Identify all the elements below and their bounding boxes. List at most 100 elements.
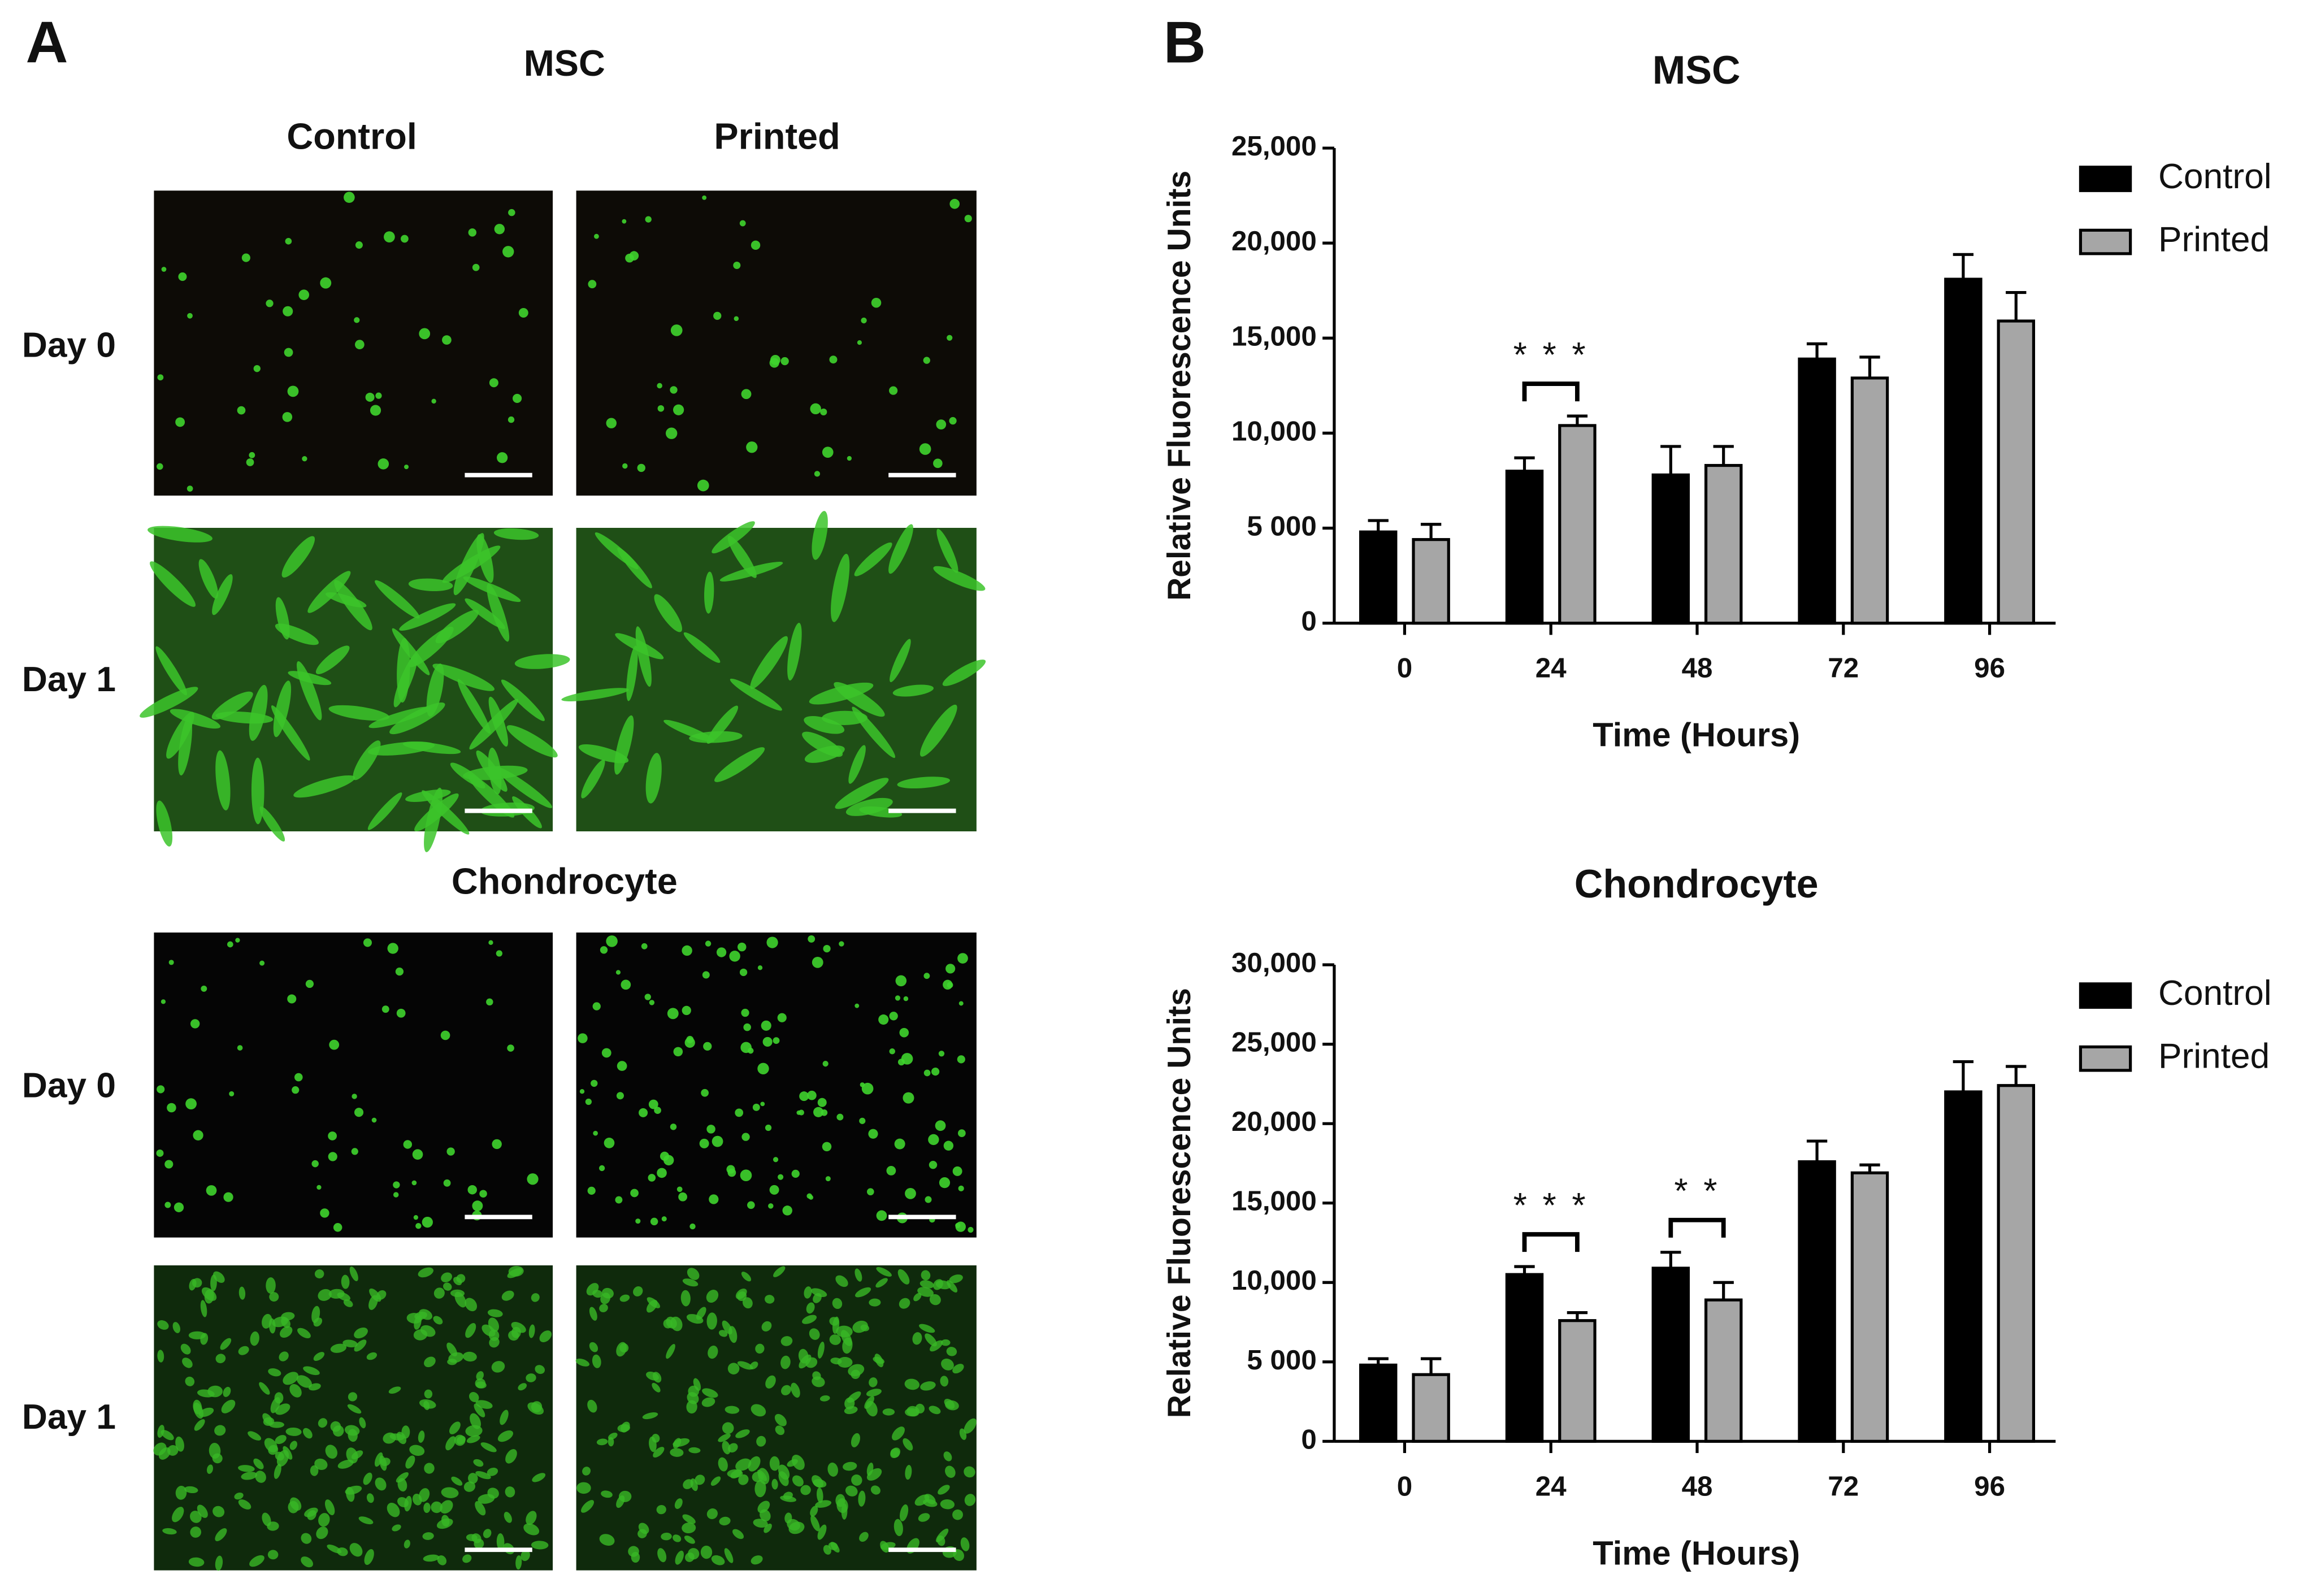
cell	[764, 1523, 772, 1533]
cell	[488, 747, 502, 795]
cell	[388, 1386, 401, 1394]
cell	[381, 1005, 389, 1013]
cell	[905, 1187, 916, 1199]
cell	[313, 1352, 325, 1361]
cell	[182, 1358, 193, 1368]
cell	[523, 1523, 540, 1536]
cell	[215, 711, 274, 724]
cell	[837, 1357, 853, 1368]
cell	[673, 1047, 683, 1057]
cell	[946, 1347, 957, 1356]
cell	[925, 1196, 932, 1203]
cell	[287, 994, 297, 1004]
cell	[936, 1535, 945, 1546]
cell	[931, 1067, 940, 1076]
cell	[817, 1098, 827, 1107]
row-label: Day 0	[22, 326, 116, 365]
cell	[246, 458, 254, 466]
cell	[765, 1124, 772, 1131]
cell	[445, 1436, 456, 1451]
cell	[581, 1500, 595, 1513]
cell	[505, 1486, 515, 1498]
bar	[1558, 1319, 1597, 1443]
cell	[654, 1107, 661, 1114]
cell	[822, 446, 834, 458]
cell	[788, 1521, 805, 1534]
cell	[346, 1486, 355, 1502]
cell	[366, 1352, 378, 1360]
cell	[897, 777, 951, 789]
significance-label: * *	[1674, 1172, 1720, 1211]
cell	[626, 645, 638, 701]
cell	[420, 1325, 436, 1337]
cell	[654, 594, 682, 632]
cell	[262, 1512, 271, 1526]
cell	[501, 1290, 514, 1301]
cell	[393, 654, 418, 708]
cell	[848, 1364, 865, 1377]
cell	[941, 1358, 954, 1371]
cell	[504, 1512, 512, 1523]
cell	[832, 1298, 843, 1309]
cell	[487, 1309, 503, 1317]
cell	[526, 1373, 536, 1382]
cell	[751, 1404, 766, 1417]
chart: MSC Relative Fluorescence Units Time (Hour…	[1161, 48, 2271, 754]
cell	[757, 1062, 769, 1075]
cell	[866, 1389, 882, 1397]
cell	[488, 1317, 500, 1332]
cell	[341, 1274, 350, 1289]
cell	[964, 215, 972, 223]
cell	[330, 1421, 341, 1432]
cell	[351, 1450, 363, 1460]
cell	[968, 1226, 974, 1233]
cell	[249, 452, 255, 458]
cell	[735, 1429, 750, 1438]
cell	[938, 1051, 945, 1057]
error-bar	[1859, 1163, 1880, 1173]
cell	[645, 753, 662, 804]
cell	[314, 1269, 324, 1279]
cell	[337, 1459, 354, 1469]
cell	[858, 1490, 866, 1507]
cell	[919, 704, 957, 757]
cell	[903, 996, 909, 1001]
cell	[929, 1294, 941, 1306]
cell	[943, 979, 953, 990]
cell	[861, 1082, 874, 1095]
cell	[215, 1528, 227, 1542]
cell	[880, 1541, 890, 1553]
cell	[840, 1330, 852, 1346]
cell	[812, 1475, 823, 1488]
cell	[832, 1316, 840, 1334]
bar	[1997, 319, 2036, 625]
cell	[619, 1294, 630, 1302]
cell	[180, 1343, 191, 1355]
cell	[712, 521, 755, 554]
cell	[238, 1499, 251, 1510]
cell	[886, 1166, 896, 1176]
cell	[462, 1351, 477, 1362]
cell	[882, 1408, 895, 1416]
cell	[403, 1140, 413, 1149]
cell	[817, 1341, 825, 1359]
cell	[682, 1005, 691, 1016]
cell	[600, 946, 608, 954]
cell	[384, 231, 395, 243]
cell	[395, 967, 404, 976]
cell	[615, 1196, 623, 1204]
cell	[618, 1490, 632, 1502]
cell	[639, 1108, 648, 1117]
cell	[157, 463, 163, 470]
cell	[804, 1286, 812, 1299]
cell	[735, 1108, 744, 1117]
cell	[447, 1359, 457, 1365]
cell	[315, 645, 350, 674]
cell	[822, 1061, 828, 1067]
cell	[614, 715, 634, 775]
cell	[502, 246, 514, 258]
cell	[663, 719, 715, 742]
cell	[621, 979, 631, 990]
cell	[539, 1330, 552, 1342]
cell	[615, 633, 664, 660]
